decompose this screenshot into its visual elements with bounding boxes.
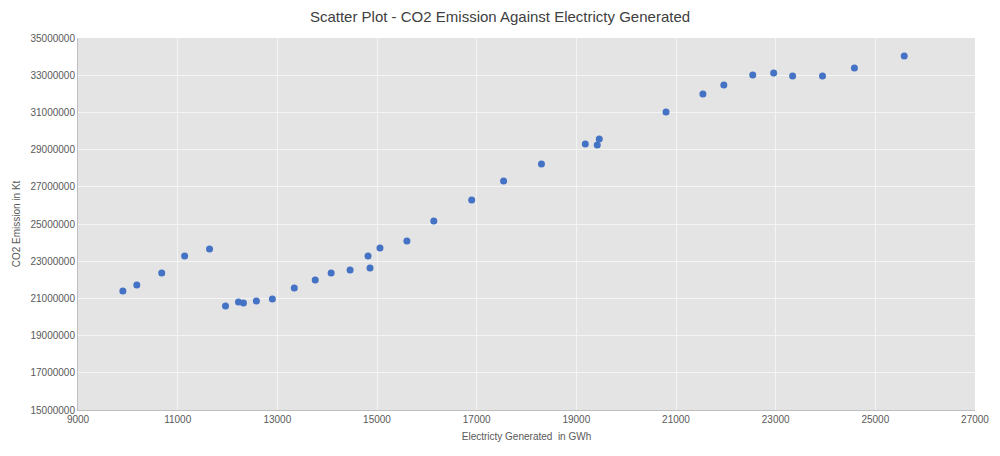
svg-text:21000: 21000: [662, 414, 690, 425]
svg-text:11000: 11000: [164, 414, 192, 425]
svg-text:17000000: 17000000: [31, 367, 76, 378]
svg-text:15000: 15000: [363, 414, 391, 425]
svg-text:23000000: 23000000: [31, 256, 76, 267]
svg-text:25000: 25000: [861, 414, 889, 425]
svg-text:9000: 9000: [67, 414, 90, 425]
svg-text:29000000: 29000000: [31, 144, 76, 155]
svg-text:15000000: 15000000: [31, 405, 76, 416]
svg-text:25000000: 25000000: [31, 219, 76, 230]
svg-text:21000000: 21000000: [31, 293, 76, 304]
svg-text:13000: 13000: [263, 414, 291, 425]
svg-text:33000000: 33000000: [31, 70, 76, 81]
svg-text:19000000: 19000000: [31, 330, 76, 341]
svg-text:27000: 27000: [961, 414, 989, 425]
svg-text:Scatter Plot - CO2 Emission Ag: Scatter Plot - CO2 Emission Against Elec…: [310, 8, 690, 25]
svg-text:31000000: 31000000: [31, 107, 76, 118]
svg-text:35000000: 35000000: [31, 33, 76, 44]
svg-text:27000000: 27000000: [31, 181, 76, 192]
svg-text:CO2 Emission in Kt: CO2 Emission in Kt: [11, 180, 22, 267]
svg-text:23000: 23000: [762, 414, 790, 425]
svg-text:Electricty Generated in GWh: Electricty Generated in GWh: [462, 431, 592, 442]
svg-text:17000: 17000: [463, 414, 491, 425]
svg-text:19000: 19000: [562, 414, 590, 425]
